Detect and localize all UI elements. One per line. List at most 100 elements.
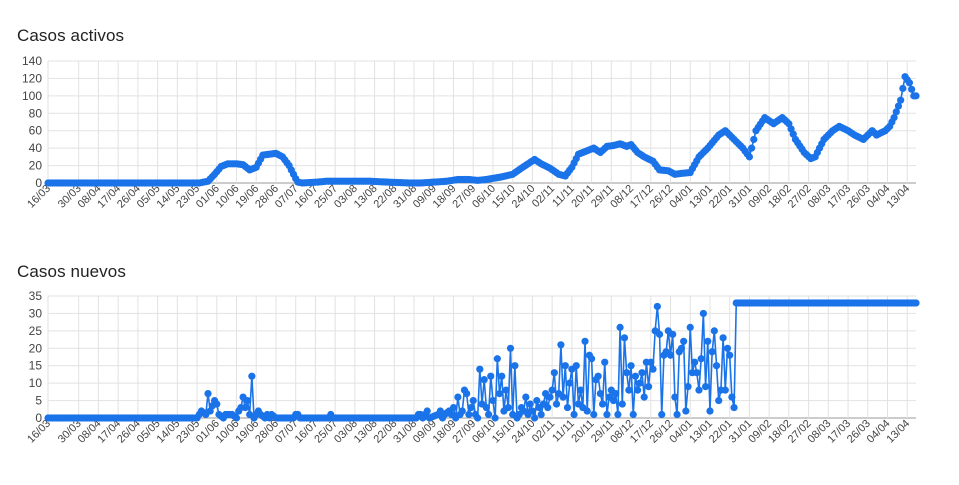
data-point[interactable] — [647, 358, 655, 366]
data-point[interactable] — [614, 410, 622, 419]
data-point[interactable] — [526, 400, 534, 408]
data-point[interactable] — [489, 396, 497, 405]
data-point[interactable] — [528, 407, 537, 415]
data-point[interactable] — [502, 386, 510, 394]
data-point[interactable] — [897, 96, 905, 104]
data-point[interactable] — [908, 85, 916, 93]
data-point[interactable] — [629, 410, 637, 419]
data-point[interactable] — [618, 400, 626, 408]
data-point[interactable] — [570, 410, 578, 419]
data-point[interactable] — [894, 102, 903, 110]
data-point[interactable] — [658, 410, 666, 419]
data-point[interactable] — [458, 407, 466, 415]
data-point[interactable] — [533, 396, 541, 405]
data-point[interactable] — [669, 330, 677, 338]
data-point[interactable] — [710, 327, 718, 335]
data-point[interactable] — [581, 337, 589, 345]
data-point[interactable] — [596, 390, 604, 398]
data-point[interactable] — [498, 372, 506, 380]
data-point[interactable] — [673, 410, 681, 419]
data-point[interactable] — [572, 362, 580, 370]
data-point[interactable] — [715, 396, 723, 405]
data-point[interactable] — [537, 410, 545, 419]
data-point[interactable] — [491, 414, 499, 422]
data-point[interactable] — [243, 396, 252, 405]
data-point[interactable] — [695, 386, 703, 394]
data-point[interactable] — [890, 114, 898, 122]
data-point[interactable] — [423, 407, 431, 415]
data-point[interactable] — [653, 302, 661, 311]
data-point[interactable] — [912, 92, 920, 100]
data-point[interactable] — [566, 379, 574, 387]
data-point[interactable] — [487, 372, 495, 380]
data-point[interactable] — [531, 414, 539, 422]
data-point[interactable] — [232, 414, 241, 422]
data-point[interactable] — [504, 403, 512, 412]
data-point[interactable] — [548, 386, 556, 394]
data-point[interactable] — [594, 372, 602, 380]
data-point[interactable] — [511, 362, 519, 370]
data-point[interactable] — [213, 400, 221, 408]
data-point[interactable] — [552, 400, 561, 408]
data-point[interactable] — [671, 393, 679, 401]
data-point[interactable] — [550, 369, 558, 377]
data-point[interactable] — [748, 144, 756, 152]
data-point[interactable] — [454, 393, 462, 401]
data-point[interactable] — [634, 386, 642, 394]
data-point[interactable] — [248, 372, 256, 380]
data-point[interactable] — [640, 393, 648, 401]
data-point[interactable] — [588, 355, 596, 363]
data-point[interactable] — [484, 410, 493, 419]
data-point[interactable] — [598, 400, 607, 408]
data-point[interactable] — [912, 299, 920, 307]
data-point[interactable] — [627, 362, 635, 370]
data-point[interactable] — [612, 390, 620, 398]
data-point[interactable] — [723, 344, 732, 352]
data-point[interactable] — [625, 386, 633, 394]
data-point[interactable] — [701, 383, 710, 391]
data-point[interactable] — [666, 351, 675, 359]
data-point[interactable] — [620, 334, 629, 342]
data-point[interactable] — [546, 393, 554, 401]
data-point[interactable] — [241, 403, 249, 412]
data-point[interactable] — [636, 379, 644, 387]
data-point[interactable] — [899, 84, 907, 93]
data-point[interactable] — [544, 403, 552, 412]
data-point[interactable] — [721, 386, 729, 394]
data-point[interactable] — [704, 337, 712, 345]
data-point[interactable] — [680, 337, 688, 345]
data-point[interactable] — [493, 355, 501, 363]
data-point[interactable] — [557, 341, 565, 349]
data-point[interactable] — [719, 334, 727, 342]
data-point[interactable] — [561, 362, 569, 370]
data-point[interactable] — [559, 393, 567, 401]
data-point[interactable] — [465, 410, 473, 419]
data-point[interactable] — [708, 348, 716, 356]
data-point[interactable] — [603, 410, 611, 419]
data-point[interactable] — [726, 351, 734, 359]
data-point[interactable] — [449, 403, 458, 412]
data-point[interactable] — [682, 407, 690, 415]
data-point[interactable] — [712, 362, 721, 370]
data-point[interactable] — [577, 386, 585, 394]
data-point[interactable] — [469, 396, 477, 405]
data-point[interactable] — [649, 365, 657, 373]
data-point[interactable] — [631, 372, 640, 380]
data-point[interactable] — [463, 390, 471, 398]
data-point[interactable] — [730, 403, 738, 412]
data-point[interactable] — [506, 344, 515, 352]
data-point[interactable] — [706, 407, 714, 415]
data-point[interactable] — [655, 330, 664, 338]
data-point[interactable] — [474, 414, 482, 422]
data-point[interactable] — [686, 323, 694, 331]
data-point[interactable] — [601, 358, 609, 366]
data-point[interactable] — [638, 369, 646, 377]
data-point[interactable] — [480, 376, 488, 384]
data-point[interactable] — [699, 309, 707, 318]
data-point[interactable] — [623, 369, 631, 377]
data-point[interactable] — [522, 393, 530, 401]
data-point[interactable] — [644, 383, 653, 391]
data-point[interactable] — [693, 369, 701, 377]
data-point[interactable] — [563, 403, 572, 412]
data-point[interactable] — [745, 153, 754, 161]
